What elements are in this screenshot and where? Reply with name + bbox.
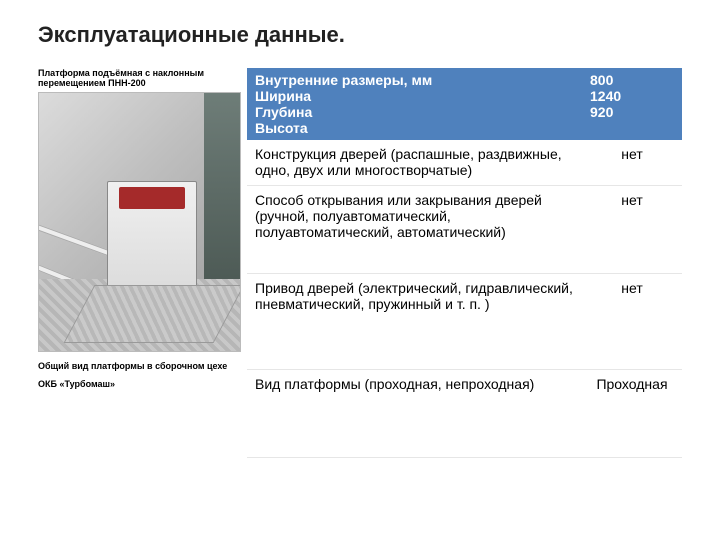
hdr-r1: 1240 <box>590 88 674 104</box>
platform-photo <box>38 92 241 352</box>
hdr-r0: 800 <box>590 72 674 88</box>
table-row: Конструкция дверей (распашные, раздвижны… <box>247 140 682 185</box>
hdr-l3: Высота <box>255 120 574 136</box>
image-caption-top: Платформа подъёмная с наклонным перемеще… <box>38 68 241 88</box>
page-title: Эксплуатационные данные. <box>38 22 682 48</box>
hdr-l2: Глубина <box>255 104 574 120</box>
table-row: Вид платформы (проходная, непроходная) П… <box>247 370 682 458</box>
row-label: Способ открывания или закрывания дверей … <box>247 186 582 246</box>
image-caption-bottom: Общий вид платформы в сборочном цехе ОКБ… <box>38 361 227 389</box>
hdr-l0: Внутренние размеры, мм <box>255 72 574 88</box>
row-label: Конструкция дверей (распашные, раздвижны… <box>247 140 582 184</box>
row-value: Проходная <box>582 370 682 398</box>
row-value: нет <box>582 274 682 302</box>
content-row: Платформа подъёмная с наклонным перемеще… <box>38 68 682 458</box>
table-row: Способ открывания или закрывания дверей … <box>247 186 682 274</box>
spec-table: Внутренние размеры, мм Ширина Глубина Вы… <box>247 68 682 458</box>
row-label: Привод дверей (электрический, гидравличе… <box>247 274 582 318</box>
header-left: Внутренние размеры, мм Ширина Глубина Вы… <box>247 68 582 140</box>
table-row: Привод дверей (электрический, гидравличе… <box>247 274 682 370</box>
row-label: Вид платформы (проходная, непроходная) <box>247 370 582 398</box>
row-value: нет <box>582 140 682 184</box>
header-right: 800 1240 920 <box>582 68 682 140</box>
image-column: Платформа подъёмная с наклонным перемеще… <box>38 68 241 458</box>
hdr-r2: 920 <box>590 104 674 120</box>
hdr-l1: Ширина <box>255 88 574 104</box>
row-value: нет <box>582 186 682 214</box>
table-header-row: Внутренние размеры, мм Ширина Глубина Вы… <box>247 68 682 140</box>
